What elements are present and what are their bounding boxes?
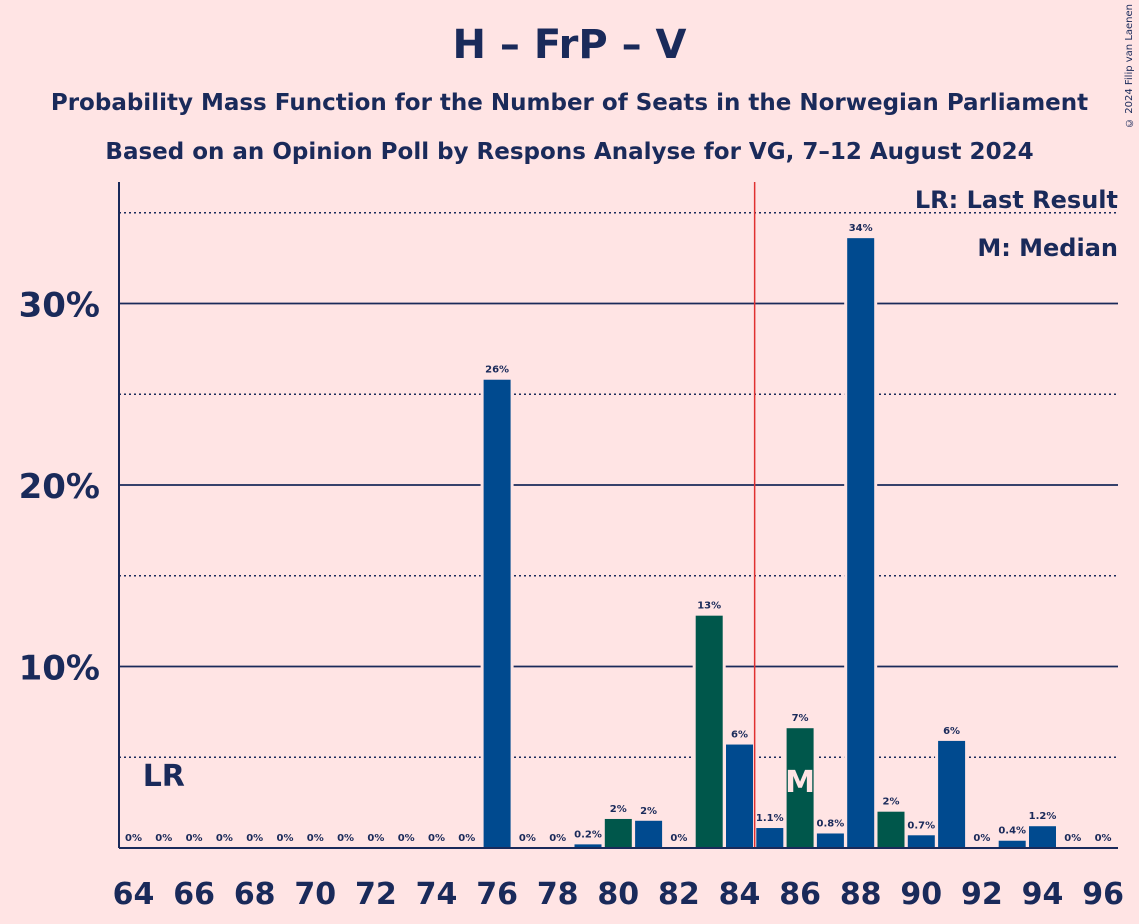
bar [604, 818, 632, 848]
bar-value-label: 0% [973, 833, 990, 844]
x-tick-label: 92 [961, 877, 1003, 912]
bar-value-label: 2% [883, 797, 900, 808]
x-tick-label: 78 [537, 877, 579, 912]
x-tick-label: 72 [355, 877, 397, 912]
bar [483, 379, 511, 848]
bar-value-label: 0% [337, 833, 354, 844]
bar-value-label: 7% [792, 713, 809, 724]
bar [635, 820, 663, 848]
x-tick-label: 94 [1022, 877, 1064, 912]
bar-value-label: 6% [943, 726, 960, 737]
x-tick-label: 88 [840, 877, 882, 912]
x-tick-label: 76 [476, 877, 518, 912]
bar-value-label: 0% [307, 833, 324, 844]
bar [756, 828, 784, 848]
chart-subtitle-1: Probability Mass Function for the Number… [50, 90, 1089, 116]
y-tick-label: 20% [19, 467, 100, 507]
bar-value-label: 1.1% [756, 813, 784, 824]
bar [574, 844, 602, 848]
bar-value-label: 26% [485, 365, 509, 376]
bar [786, 728, 814, 848]
x-tick-label: 74 [416, 877, 458, 912]
bar [907, 835, 935, 848]
bar-value-label: 2% [640, 806, 657, 817]
bar-value-label: 0% [549, 833, 566, 844]
bar [847, 238, 875, 848]
bar-value-label: 13% [697, 601, 721, 612]
legend-last-result: LR: Last Result [914, 186, 1118, 214]
x-tick-label: 90 [900, 877, 942, 912]
x-tick-label: 70 [294, 877, 336, 912]
chart-subtitle-2: Based on an Opinion Poll by Respons Anal… [105, 139, 1034, 165]
legend-median: M: Median [977, 234, 1118, 262]
bar-value-label: 0% [458, 833, 475, 844]
x-tick-label: 80 [597, 877, 639, 912]
bar-value-label: 6% [731, 730, 748, 741]
bar [695, 615, 723, 848]
x-tick-label: 84 [719, 877, 761, 912]
bar-value-label: 0% [1064, 833, 1081, 844]
bar-value-label: 0% [125, 833, 142, 844]
y-tick-label: 30% [19, 286, 100, 326]
bar [877, 811, 905, 848]
bar-value-label: 0% [155, 833, 172, 844]
bar-value-label: 0% [428, 833, 445, 844]
x-tick-label: 96 [1082, 877, 1124, 912]
bar-value-label: 0.2% [574, 829, 602, 840]
x-tick-label: 86 [779, 877, 821, 912]
bar-value-label: 0% [277, 833, 294, 844]
bar-value-label: 0.4% [998, 826, 1026, 837]
x-tick-label: 68 [234, 877, 276, 912]
bar-value-label: 34% [849, 223, 873, 234]
bar [816, 833, 844, 848]
last-result-marker: LR [143, 759, 185, 794]
median-marker: M [785, 765, 815, 800]
bar-value-label: 0% [1095, 833, 1112, 844]
bar-value-label: 0% [367, 833, 384, 844]
bar [726, 744, 753, 848]
bar [1029, 826, 1056, 848]
y-tick-label: 10% [19, 649, 100, 689]
bar-value-label: 2% [610, 804, 627, 815]
x-tick-label: 82 [658, 877, 700, 912]
bar-value-label: 0.7% [907, 820, 935, 831]
bar-value-label: 0% [398, 833, 415, 844]
bar-value-label: 0.8% [817, 818, 845, 829]
x-tick-label: 64 [113, 877, 155, 912]
bar-value-label: 0% [670, 833, 687, 844]
bar-value-label: 0% [246, 833, 263, 844]
chart-title: H – FrP – V [452, 22, 687, 68]
bar-value-label: 0% [519, 833, 536, 844]
bar [938, 740, 966, 848]
bar-value-label: 0% [186, 833, 203, 844]
bar-value-label: 0% [216, 833, 233, 844]
bar-value-label: 1.2% [1029, 811, 1057, 822]
x-tick-label: 66 [173, 877, 215, 912]
bar [998, 840, 1026, 848]
